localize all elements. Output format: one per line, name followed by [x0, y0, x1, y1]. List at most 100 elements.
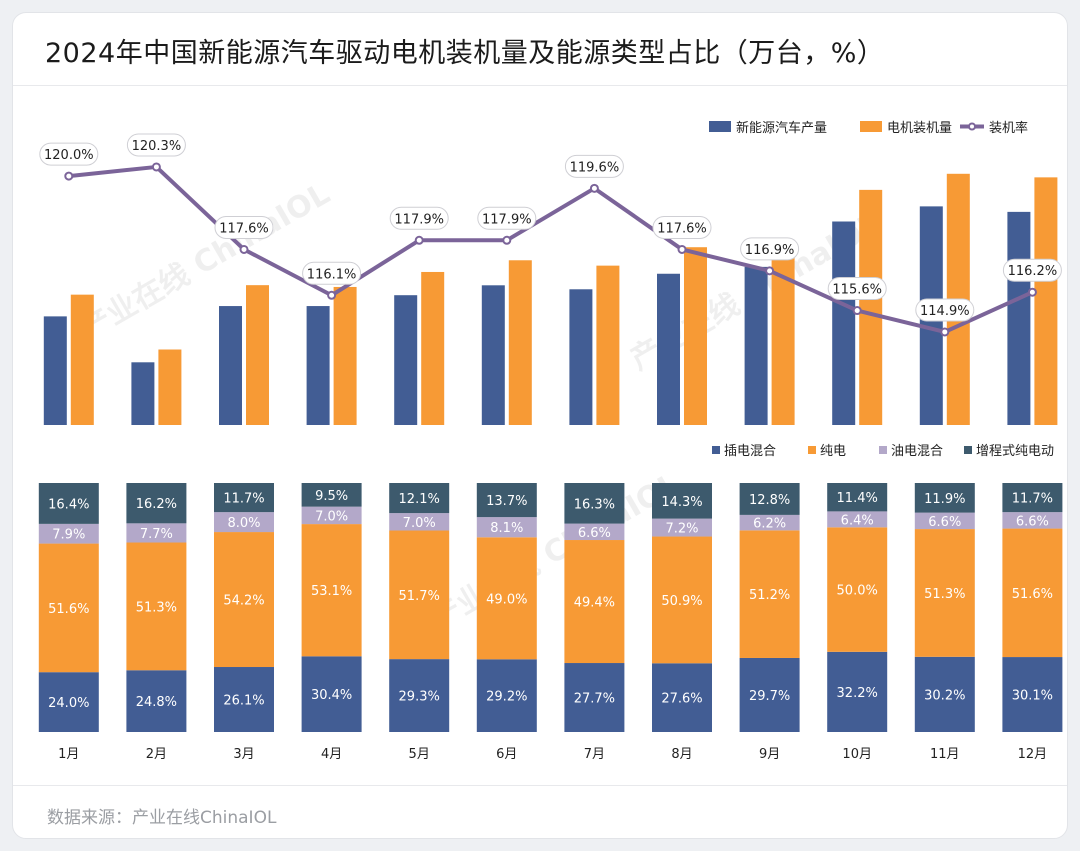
legend-label: 装机率 — [989, 120, 1028, 136]
stack-label: 7.0% — [403, 516, 436, 531]
legend-swatch — [860, 121, 882, 132]
stack-segment — [389, 530, 450, 660]
stack-label: 13.7% — [486, 494, 527, 509]
stack-label: 7.7% — [140, 527, 173, 542]
install-rate-label-text: 117.6% — [657, 221, 707, 236]
legend-item: 油电混合 — [879, 444, 943, 459]
stack-label: 51.3% — [136, 600, 177, 615]
stack-segment — [1002, 528, 1063, 658]
stack-label: 27.6% — [661, 692, 702, 707]
install-rate-point — [940, 327, 950, 337]
stack-label: 29.7% — [749, 689, 790, 704]
legend-marker — [968, 122, 976, 131]
stack-label: 6.6% — [1016, 514, 1049, 529]
install-rate-point — [765, 266, 775, 276]
stack-label: 51.7% — [399, 589, 440, 604]
install-rate-point — [852, 306, 862, 316]
stack-label: 50.0% — [837, 584, 878, 599]
stack-label: 11.4% — [837, 491, 878, 506]
production-bar — [569, 289, 593, 425]
legend-item: 纯电 — [808, 444, 846, 459]
install-rate-label-bg — [827, 277, 887, 301]
stack-segment — [301, 524, 362, 657]
stack-label: 8.0% — [227, 516, 260, 531]
legend-label: 油电混合 — [891, 444, 943, 459]
top-legend: 新能源汽车产量 电机装机量 装机率 — [709, 120, 1028, 136]
stack-segment — [389, 513, 450, 531]
stack-label: 12.1% — [399, 492, 440, 507]
install-rate-label-text: 116.1% — [307, 267, 357, 282]
stack-label: 54.2% — [223, 594, 264, 609]
stack-label: 32.2% — [837, 686, 878, 701]
x-tick-label: 3月 — [233, 747, 254, 762]
legend-label: 增程式纯电动 — [976, 444, 1054, 459]
install-rate-label-bg — [126, 133, 186, 157]
production-bar — [744, 266, 768, 425]
watermark-text: 产业在线 ChinaIOL — [75, 176, 336, 347]
install-rate-label: 117.9% — [389, 206, 449, 230]
legend-item: 新能源汽车产量 — [709, 120, 827, 136]
install-rate-label: 117.9% — [477, 206, 537, 230]
production-bar — [657, 273, 680, 425]
production-bar — [131, 362, 155, 425]
watermark-text: 产业在线 ChinaIOL — [425, 466, 686, 637]
install-rate-point — [239, 244, 249, 254]
legend-swatch — [712, 446, 720, 454]
x-tick-label: 6月 — [496, 747, 517, 762]
stack-segment — [739, 530, 800, 658]
stack-segment — [827, 651, 888, 732]
stack-segment — [126, 542, 187, 671]
stack-label: 9.5% — [315, 489, 348, 504]
install-bar — [421, 271, 445, 425]
stack-label: 7.0% — [315, 509, 348, 524]
stack-segment — [914, 656, 975, 732]
install-rate-label-text: 117.6% — [219, 221, 269, 236]
stack-label: 24.0% — [48, 696, 89, 711]
stack-segment — [389, 659, 450, 732]
install-rate-point — [677, 244, 687, 254]
stack-label: 14.3% — [661, 495, 702, 510]
stack-label: 50.9% — [661, 594, 702, 609]
install-rate-point — [327, 290, 337, 300]
install-rate-label: 116.2% — [1002, 258, 1062, 282]
chart-card: 2024年中国新能源汽车驱动电机装机量及能源类型占比（万台，%） 数据来源：产业… — [12, 12, 1068, 839]
x-tick-label: 2月 — [146, 747, 167, 762]
legend-label: 电机装机量 — [887, 121, 952, 136]
legend-label: 纯电 — [820, 444, 846, 459]
install-rate-label-text: 117.9% — [394, 212, 444, 227]
stack-segment — [214, 667, 274, 732]
install-bar — [771, 240, 795, 425]
stack-segment — [564, 663, 625, 732]
stack-segment — [564, 483, 625, 524]
stack-segment — [739, 483, 800, 515]
stack-segment — [914, 529, 975, 657]
install-rate-label-text: 116.2% — [1008, 264, 1058, 279]
stack-segment — [301, 656, 362, 732]
production-bar — [1007, 211, 1031, 425]
install-rate-point — [64, 171, 74, 181]
stack-segment — [1002, 512, 1063, 529]
stack-label: 51.3% — [924, 587, 965, 602]
install-bar — [508, 260, 532, 425]
production-bar — [219, 306, 242, 425]
install-rate-point — [1027, 287, 1037, 297]
install-rate-label: 120.0% — [39, 142, 99, 166]
stack-segment — [476, 517, 537, 538]
legend-item: 装机率 — [960, 120, 1028, 136]
stack-segment — [564, 523, 625, 541]
stack-segment — [652, 536, 712, 664]
stack-segment — [38, 672, 99, 732]
stack-segment — [652, 483, 712, 519]
stack-label: 29.2% — [486, 690, 527, 705]
stack-segment — [126, 483, 187, 524]
stack-label: 16.2% — [136, 497, 177, 512]
stack-label: 30.2% — [924, 688, 965, 703]
stack-segment — [214, 532, 274, 668]
stack-label: 30.1% — [1012, 689, 1053, 704]
install-rate-point — [502, 235, 512, 245]
stack-label: 27.7% — [574, 692, 615, 707]
stack-segment — [476, 537, 537, 660]
legend-label: 新能源汽车产量 — [736, 120, 827, 136]
stack-label: 7.2% — [665, 522, 698, 537]
